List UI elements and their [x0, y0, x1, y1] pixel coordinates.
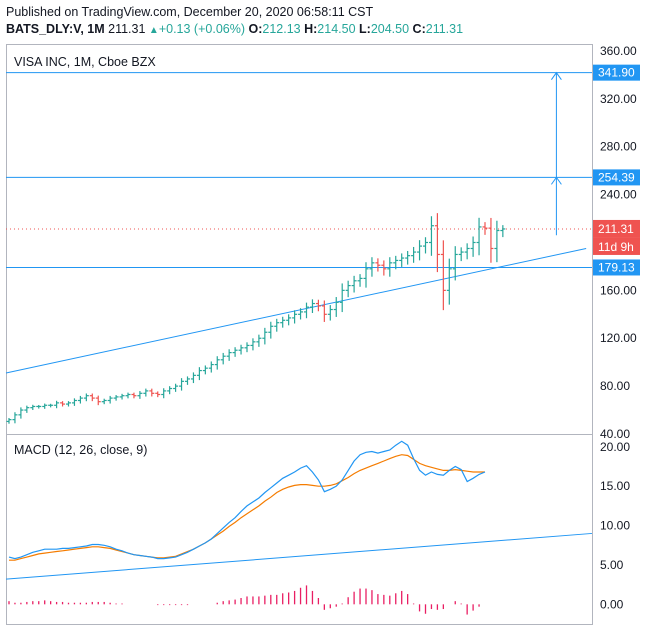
price-pane: 360.00 320.00 280.00 240.00 160.00 120.00 80.0…: [5, 44, 640, 441]
price-axis-tick: 120.00: [600, 331, 637, 345]
price-level-label: 179.13: [598, 260, 635, 274]
macd-pane: 20.00 15.00 10.00 5.00 0.00: [5, 440, 630, 615]
price-axis-tick: 40.00: [600, 427, 630, 441]
up-triangle-icon: ▲: [148, 25, 159, 36]
last-price-label-box: [593, 219, 640, 238]
macd-axis-tick: 20.00: [600, 440, 630, 454]
projection-arrowhead: [550, 71, 562, 80]
price-level-label: 254.39: [598, 170, 635, 184]
last-price-label: 211.31: [598, 222, 634, 236]
chart-header: Published on TradingView.com, December 2…: [6, 4, 463, 39]
symbol-label: BATS_DLY:V, 1M: [6, 22, 105, 36]
last-price-value: 211.31: [108, 22, 146, 36]
price-level-label-box: [593, 64, 640, 81]
macd-axis-tick: 5.00: [600, 558, 624, 572]
price-axis-tick: 80.00: [600, 379, 630, 393]
macd-line: [8, 440, 486, 560]
close-value: 211.31: [425, 22, 464, 36]
ohlc-line: BATS_DLY:V, 1M 211.31 ▲+0.13 (+0.06%) O:…: [6, 21, 463, 39]
price-axis-tick: 160.00: [600, 283, 637, 297]
price-axis-tick: 240.00: [600, 188, 637, 202]
signal-line: [9, 454, 485, 561]
low-label: L:: [359, 22, 371, 36]
price-level-label: 341.90: [598, 66, 635, 80]
high-label: H:: [304, 22, 318, 36]
price-trendline: [5, 247, 587, 374]
countdown-label: 11d 9h: [598, 240, 634, 254]
open-label: O:: [248, 22, 263, 36]
macd-axis-tick: 10.00: [600, 519, 630, 533]
price-pane-title: VISA INC, 1M, Cboe BZX: [14, 55, 156, 69]
close-label: C:: [412, 22, 426, 36]
projection-arrowhead: [550, 176, 562, 185]
price-level-label-box: [593, 169, 640, 186]
macd-axis-tick: 0.00: [600, 597, 624, 611]
open-value: 212.13: [262, 22, 301, 36]
change-value: +0.13 (+0.06%): [158, 22, 245, 36]
macd-pane-title: MACD (12, 26, close, 9): [14, 443, 147, 457]
price-axis-tick: 280.00: [600, 140, 637, 154]
countdown-label-box: [593, 237, 640, 255]
macd-trendline: [5, 532, 593, 580]
published-line: Published on TradingView.com, December 2…: [6, 5, 374, 19]
price-axis-tick: 320.00: [600, 92, 637, 106]
price-level-label-box: [593, 259, 640, 276]
price-axis-tick: 360.00: [600, 44, 637, 58]
chart-frame: [6, 44, 593, 625]
low-value: 204.50: [370, 22, 410, 36]
macd-axis-tick: 15.00: [600, 479, 630, 493]
high-value: 214.50: [317, 22, 356, 36]
